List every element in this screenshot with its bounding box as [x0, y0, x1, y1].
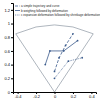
series-line: [16, 34, 55, 92]
legend-label: b weighing followed by deformation: [21, 9, 68, 13]
series-line: [55, 34, 73, 72]
x-tick-label: 0: [54, 94, 57, 99]
plot-area: [16, 25, 93, 92]
y-tick: 0.2: [4, 76, 13, 81]
y-tick-label: 0.2: [4, 76, 10, 81]
series-point: [49, 50, 51, 52]
y-tick-mark: [11, 92, 13, 93]
series-line: [45, 41, 77, 65]
legend-label: a simple trajectory and curve: [21, 4, 60, 8]
y-tick-label: 0: [8, 90, 11, 95]
x-tick: 0.4: [89, 92, 95, 99]
x-tick: -0.4: [15, 92, 23, 99]
legend: a simple trajectory and curveb weighing …: [15, 4, 100, 17]
x-tick-label: -0.4: [15, 94, 23, 99]
y-tick: 0: [8, 90, 13, 95]
y-tick-label: 0.8: [4, 35, 10, 40]
x-tick-label: -0.2: [33, 94, 41, 99]
y-tick: 1.2: [4, 8, 13, 13]
y-tick-mark: [11, 37, 13, 38]
series-point: [67, 60, 69, 62]
y-tick-label: 0.4: [4, 62, 10, 67]
legend-swatch: [15, 15, 20, 16]
y-tick-label: 0.6: [4, 49, 10, 54]
y-tick-mark: [11, 10, 13, 11]
series-point: [58, 57, 60, 59]
y-axis-line: [11, 4, 14, 93]
legend-swatch: [15, 10, 20, 11]
series-point: [44, 64, 46, 66]
legend-label: c expansion deformation followed by shri…: [21, 13, 100, 17]
series-point: [63, 50, 65, 52]
series-line: [55, 58, 83, 79]
y-tick: 0.8: [4, 35, 13, 40]
x-tick: 0: [54, 92, 57, 99]
x-tick: -0.2: [33, 92, 41, 99]
x-tick-label: 0.2: [71, 94, 77, 99]
y-tick-label: 1.2: [4, 8, 10, 13]
y-axis: 0 0.2 0.4 0.6 0.8 1 1.2: [4, 4, 13, 95]
series-line: [16, 25, 93, 34]
y-tick-mark: [11, 51, 13, 52]
y-tick: 0.6: [4, 49, 13, 54]
legend-swatch: [15, 6, 20, 7]
series-point: [81, 57, 83, 59]
x-tick-label: 0.4: [89, 94, 95, 99]
series-point: [54, 77, 56, 79]
x-tick: 0.2: [71, 92, 77, 99]
y-tick-mark: [11, 24, 13, 25]
series-line: [55, 34, 94, 92]
y-tick: 1: [8, 21, 13, 26]
series-point: [65, 45, 67, 47]
y-tick-label: 1: [8, 21, 11, 26]
y-tick-mark: [11, 78, 13, 79]
y-tick: 0.4: [4, 62, 13, 67]
series-point: [77, 40, 79, 42]
series-point: [54, 71, 56, 73]
y-tick-mark: [11, 65, 13, 66]
series-point: [72, 33, 74, 35]
x-axis: -0.4 -0.2 0 0.2 0.4: [14, 92, 97, 99]
chart: -0.4 -0.2 0 0.2 0.4 0 0.2 0.4 0.6 0.8 1 1.2 a simple…: [0, 0, 100, 102]
